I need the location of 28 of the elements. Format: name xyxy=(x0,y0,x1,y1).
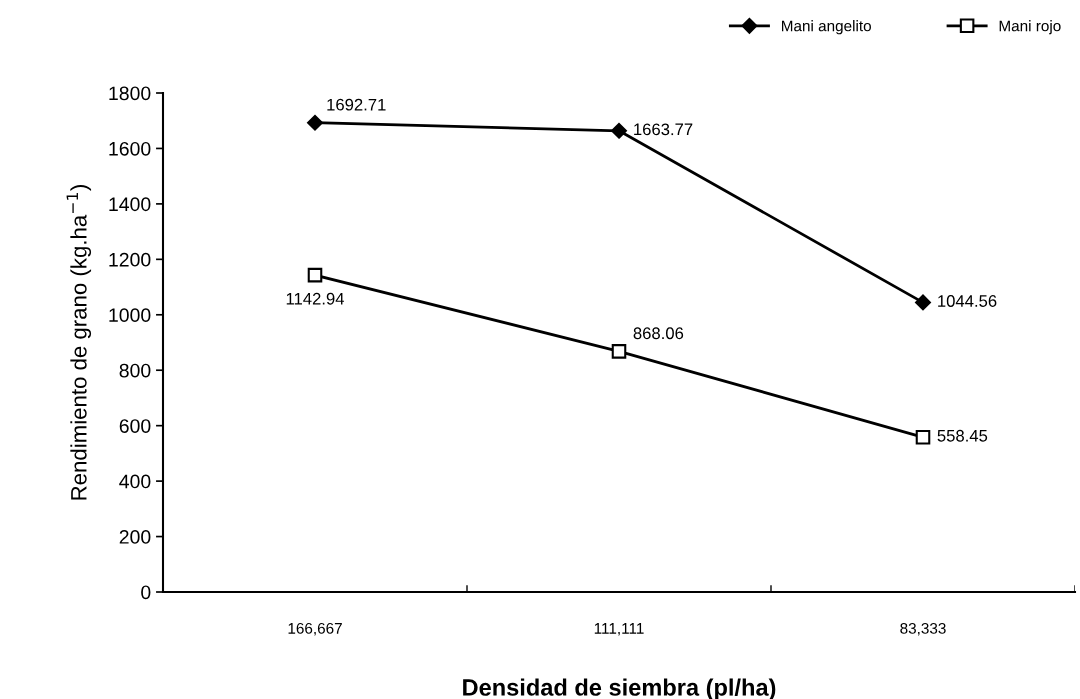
y-tick-label: 1000 xyxy=(109,308,151,323)
point xyxy=(611,122,627,139)
y-tick-label: 600 xyxy=(119,419,151,433)
data-label: 558.45 xyxy=(937,429,988,442)
data-label: 1692.71 xyxy=(327,98,386,111)
y-tick-label: 1400 xyxy=(109,197,151,212)
point xyxy=(307,267,323,283)
y-tick-label: 400 xyxy=(119,474,151,489)
data-label: 1142.94 xyxy=(286,292,345,305)
point xyxy=(915,429,931,445)
legend-label: Mani rojo xyxy=(999,20,1061,35)
legend-label: Mani angelito xyxy=(782,20,871,35)
y-axis-title: Rendimiento de grano (kg.ha$^{−1}$) xyxy=(66,185,92,500)
y-tick-label: 800 xyxy=(119,363,151,378)
y-tick-label: 1600 xyxy=(109,141,151,156)
point xyxy=(915,294,931,311)
data-label: 868.06 xyxy=(633,327,684,340)
y-tick-label: 200 xyxy=(119,530,151,544)
y-tick-label: 1200 xyxy=(109,252,151,267)
point xyxy=(611,344,627,359)
x-tick-label: 166,667 xyxy=(288,622,342,636)
y-tick-label: 0 xyxy=(141,585,151,600)
point xyxy=(307,114,323,131)
data-label: 1044.56 xyxy=(938,295,997,307)
y-tick-label: 1800 xyxy=(109,86,151,101)
data-label: 1663.77 xyxy=(634,123,693,136)
x-tick-label: 111,111 xyxy=(594,623,644,636)
x-tick-label: 83,333 xyxy=(900,622,946,636)
